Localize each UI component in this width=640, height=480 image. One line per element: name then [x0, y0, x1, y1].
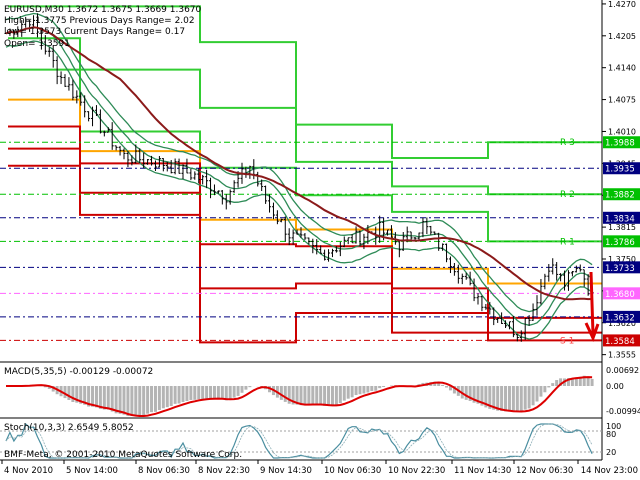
level-label-box: [603, 211, 640, 224]
level-label: 1.3988: [605, 139, 635, 149]
price-tick-label: 1.3750: [608, 255, 636, 264]
stoch-tick-80: 80: [606, 430, 616, 439]
bollinger-upper: [5, 12, 593, 313]
level-label: 1.3882: [605, 191, 635, 201]
level-label: 1.3680: [605, 290, 635, 300]
level-label: 1.3834: [605, 214, 635, 224]
level-label-box: [603, 334, 640, 347]
level-name: R 3: [560, 138, 575, 148]
level-label-box: [603, 261, 640, 274]
macd-pane[interactable]: MACD(5,35,5) -0.00129 -0.00072 0.00692 0…: [4, 366, 640, 417]
price-tick-label: 1.4010: [608, 127, 636, 136]
price-tick-label: 1.3620: [608, 319, 636, 328]
bollinger-lower: [5, 40, 593, 340]
symbol-info: EURUSD,M30 1.3672 1.3675 1.3669 1.3670: [4, 5, 202, 15]
macd-title: MACD(5,35,5) -0.00129 -0.00072: [4, 367, 153, 377]
level-label-box: [603, 235, 640, 248]
moving-average: [5, 26, 593, 301]
pivot-step-s3: [8, 164, 602, 344]
bollinger-bands: [5, 12, 593, 340]
price-tick-label: 1.3815: [608, 223, 636, 232]
level-label-box: [603, 310, 640, 323]
price-tick-label: 1.4270: [608, 0, 636, 9]
macd-tick-zero: 0.00: [606, 382, 624, 391]
open-info: Open= 1.3591: [4, 39, 70, 49]
level-label-box: [603, 188, 640, 201]
level-label: 1.3733: [605, 264, 635, 274]
price-tick-label: 1.4205: [608, 32, 636, 41]
bollinger-middle: [5, 26, 593, 326]
time-axis[interactable]: 4 Nov 2010 5 Nov 14:00 8 Nov 06:30 8 Nov 22…: [1, 460, 638, 476]
time-tick-label: 11 Nov 14:30: [454, 466, 511, 476]
time-tick-label: 9 Nov 14:30: [260, 466, 312, 476]
level-label-box: [603, 287, 640, 300]
time-tick-label: 12 Nov 06:30: [516, 466, 573, 476]
price-tick-label: 1.4140: [608, 64, 636, 73]
level-label: 1.3786: [605, 238, 635, 248]
level-name: R 1: [560, 237, 575, 247]
moving-average-line: [5, 26, 593, 301]
stoch-tick-100: 100: [606, 422, 621, 431]
high-info: High= 1.3775 Previous Days Range= 2.02: [4, 16, 195, 26]
level-name: R 2: [560, 190, 575, 200]
low-info: low= 1.3573 Current Days Range= 0.17: [4, 27, 185, 37]
level-label-box: [603, 136, 640, 149]
price-axis[interactable]: 1.42701.42051.41401.40751.40101.39451.38…: [602, 0, 636, 360]
time-tick-label: 14 Nov 23:00: [581, 466, 638, 476]
price-candles: [4, 13, 594, 342]
time-tick-label: 8 Nov 22:30: [198, 466, 250, 476]
level-label: 1.3632: [605, 313, 635, 323]
level-name: S 1: [560, 336, 574, 346]
price-tick-label: 1.4075: [608, 96, 636, 105]
level-label: 1.3935: [605, 165, 635, 175]
macd-tick-top: 0.00692: [606, 366, 639, 375]
time-tick-label: 5 Nov 14:00: [66, 466, 118, 476]
time-tick-label: 4 Nov 2010: [4, 466, 53, 476]
price-pane[interactable]: [0, 0, 602, 362]
level-label: 1.3584: [605, 337, 635, 347]
stochastic-pane[interactable]: Stoch(10,3,3) 2.6549 5.8052 100 80 20 BM…: [0, 422, 621, 460]
watermark: BMF-Meta, © 2001-2010 MetaQuotes Softwar…: [4, 450, 242, 460]
level-price-labels: 1.3988 1.3935 1.3882 1.3834 1.3786 1.3733 1.36…: [603, 136, 640, 347]
macd-tick-bottom: -0.00994: [606, 407, 640, 416]
time-tick-label: 8 Nov 06:30: [138, 466, 190, 476]
macd-histogram: [24, 375, 594, 416]
stoch-title: Stoch(10,3,3) 2.6549 5.8052: [4, 423, 134, 433]
stoch-tick-20: 20: [606, 448, 616, 457]
price-tick-label: 1.3555: [608, 351, 636, 360]
time-tick-label: 10 Nov 06:30: [324, 466, 381, 476]
time-tick-label: 10 Nov 22:30: [388, 466, 445, 476]
macd-signal-line: [6, 376, 593, 417]
forecast-arrow: [584, 271, 600, 342]
level-label-box: [603, 162, 640, 175]
stochastic-signal-line: [5, 423, 593, 459]
